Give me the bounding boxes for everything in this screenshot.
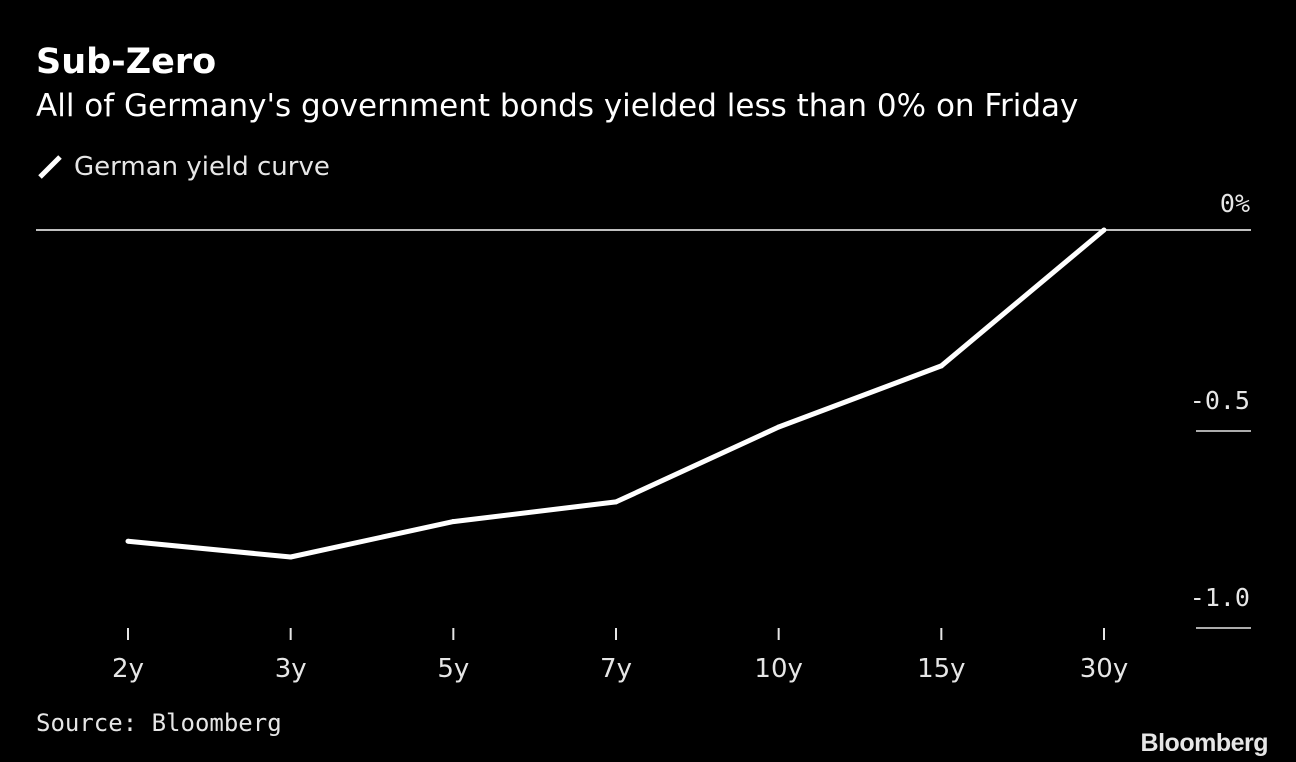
brand-logo: Bloomberg <box>1140 729 1269 757</box>
data-point <box>125 538 131 544</box>
legend-label: German yield curve <box>74 152 330 182</box>
x-tick-label: 30y <box>1080 654 1128 684</box>
data-point <box>938 363 944 369</box>
y-axis: 0% -0.5 -1.0 <box>36 189 1251 629</box>
line-swatch-icon <box>38 155 62 179</box>
x-tick-label: 7y <box>600 654 632 684</box>
data-point <box>776 424 782 430</box>
y-tick-label: 0% <box>1220 189 1250 218</box>
x-tick-label: 15y <box>917 654 965 684</box>
chart-title: Sub-Zero <box>36 42 217 82</box>
x-axis: 2y 3y 5y 7y 10y 15y 30y <box>112 628 1128 684</box>
data-point <box>613 499 619 505</box>
y-tick-label: -1.0 <box>1190 583 1250 612</box>
data-point <box>1101 227 1107 233</box>
x-tick-label: 5y <box>437 654 469 684</box>
x-tick-label: 2y <box>112 654 144 684</box>
x-tick-label: 10y <box>754 654 802 684</box>
chart-subtitle: All of Germany's government bonds yielde… <box>36 88 1079 124</box>
data-point <box>450 519 456 525</box>
series-layer <box>125 227 1107 560</box>
source-note: Source: Bloomberg <box>36 709 282 737</box>
series-line <box>127 228 1106 560</box>
x-tick-label: 3y <box>275 654 307 684</box>
y-tick-label: -0.5 <box>1190 386 1250 415</box>
data-point <box>288 554 294 560</box>
yield-curve-chart: 0% -0.5 -1.0 2y 3y 5y 7y 10y 15y 30y <box>36 189 1251 684</box>
legend: German yield curve <box>36 150 330 184</box>
